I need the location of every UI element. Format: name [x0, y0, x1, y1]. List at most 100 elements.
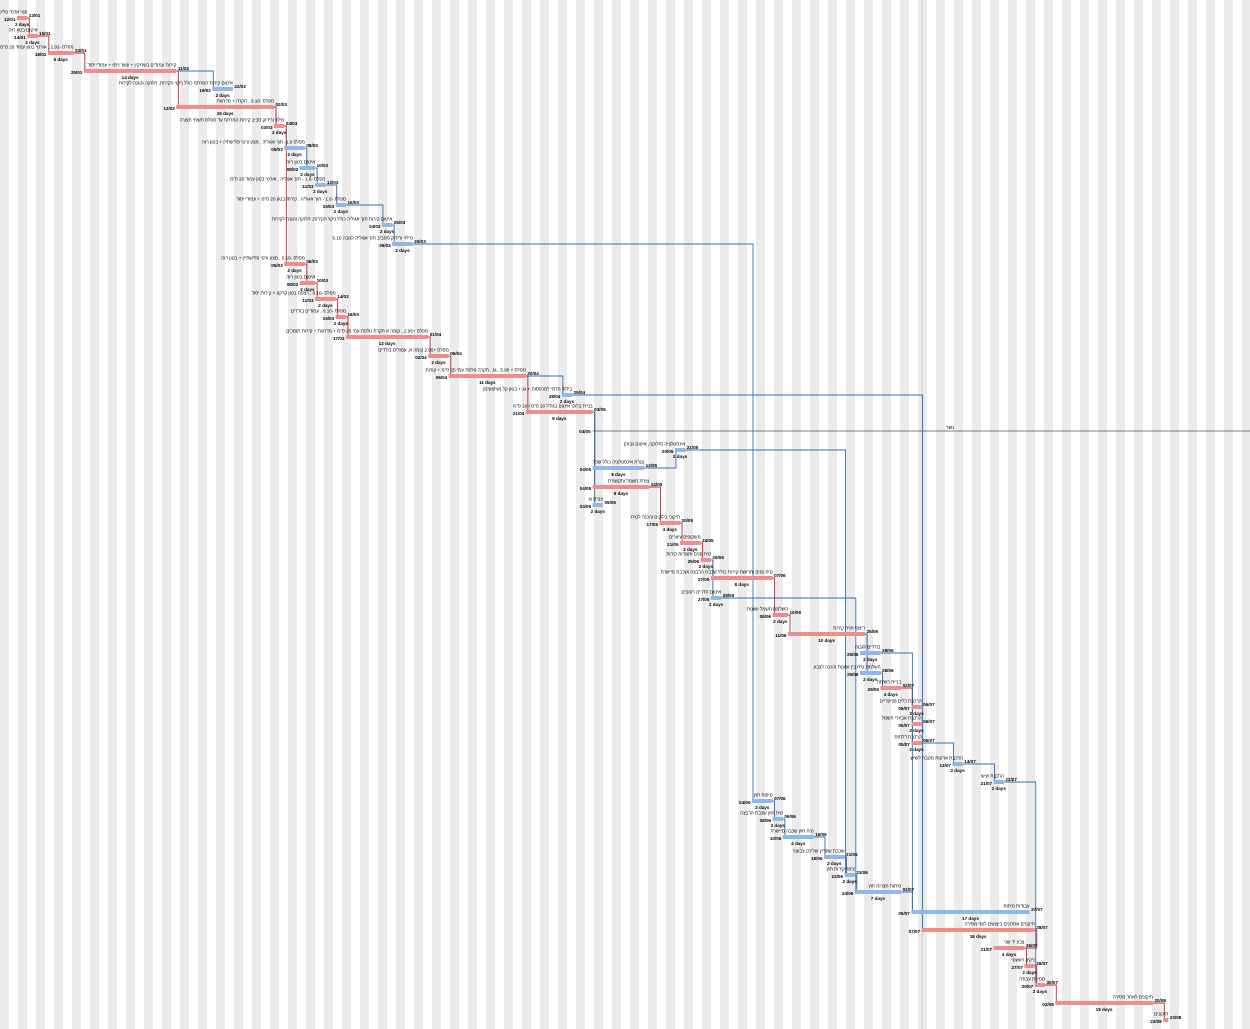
- task-bar[interactable]: [993, 946, 1025, 950]
- task-bar[interactable]: [911, 722, 922, 726]
- task-22[interactable]: אינסטלציה (חלוקה, איטום גבוה) 20/05 21/05 2…: [624, 442, 699, 460]
- task-46[interactable]: פיתוח חצרות חוץ 24/06 02/07 7 days: [842, 884, 915, 902]
- task-bar[interactable]: [47, 51, 74, 55]
- task-bar[interactable]: [680, 541, 701, 545]
- task-bar[interactable]: [844, 873, 855, 877]
- task-bar[interactable]: [592, 466, 645, 470]
- task-42[interactable]: טיח חוץ שכבת הרבצה 08/06 09/06 2 days: [740, 811, 796, 829]
- task-21[interactable]: בניית בלוקי איטום בגודל 20 ס"מ ו 10 ס"מ 2…: [513, 404, 606, 422]
- task-bar[interactable]: [17, 16, 28, 20]
- task-20[interactable]: בידוד תרמי למרפסות + גג + בטון קל (שיפוע…: [483, 387, 586, 405]
- task-bar[interactable]: [315, 297, 336, 301]
- task-bar[interactable]: [752, 799, 773, 803]
- task-bar[interactable]: [921, 928, 1035, 932]
- task-1[interactable]: איטום בטון רזה 14/01 15/01 2 days: [9, 28, 51, 46]
- task-bar[interactable]: [335, 315, 346, 319]
- task-bar[interactable]: [1034, 983, 1045, 987]
- task-bar[interactable]: [911, 705, 922, 709]
- task-bar[interactable]: [381, 223, 393, 227]
- task-bar[interactable]: [880, 686, 902, 690]
- task-bar[interactable]: [710, 596, 722, 600]
- task-bar[interactable]: [823, 855, 845, 859]
- task-bar[interactable]: [1024, 964, 1035, 968]
- task-bar[interactable]: [659, 521, 681, 525]
- task-bar[interactable]: [345, 335, 429, 339]
- task-10[interactable]: מפלס -1.6 - תוך אגוליה , קירות בטון 20 ס…: [236, 197, 359, 215]
- task-bar[interactable]: [212, 87, 233, 91]
- task-2[interactable]: מפלס -2.92 , אורטי בטון עמוד 20 ס"מ 18/01…: [0, 45, 87, 63]
- task-35[interactable]: בניית רשימה 29/06 02/07 4 days: [868, 680, 915, 698]
- task-36[interactable]: הרכבת כלים סניטריים 05/07 06/07 2 days: [880, 699, 935, 717]
- task-45[interactable]: ציפוי קירות חוץ 22/06 23/06 2 days: [826, 867, 868, 885]
- task-6[interactable]: מילוי ורידוק סביב קירות המרתף עד מפלס תש…: [179, 118, 297, 136]
- task-43[interactable]: טיח חוץ שכבה מיישרת 10/06 15/06 4 days: [770, 829, 827, 847]
- task-14[interactable]: איטום בטון רזה 08/03 10/032 days: [286, 275, 328, 293]
- task-bar[interactable]: [710, 576, 773, 580]
- task-bar[interactable]: [525, 410, 593, 414]
- task-bar[interactable]: [674, 448, 686, 452]
- task-11[interactable]: איטום קירות תוך אגוליה כולל ניקוי הקירות…: [272, 217, 406, 235]
- task-bar[interactable]: [952, 762, 963, 766]
- task-bar[interactable]: [83, 69, 177, 73]
- task-bar[interactable]: [788, 632, 866, 636]
- task-bar[interactable]: [911, 741, 922, 745]
- task-bar[interactable]: [993, 780, 1004, 784]
- task-bar[interactable]: [274, 124, 285, 128]
- task-33[interactable]: בודדים לגבוה 25/06 28/06 2 days: [847, 645, 894, 663]
- task-40[interactable]: הרכבת שיש 21/07 22/07 2 days: [981, 774, 1018, 792]
- task-50[interactable]: ניקיון ראשוני 27/07 28/07 2 days: [1011, 958, 1048, 976]
- task-24[interactable]: צנרת חשמל ותקשורת 04/05 14/05 9 days: [580, 479, 663, 497]
- task-34[interactable]: השלמת טיח בין ושונות והכנה לצבע 25/06 28/0…: [814, 665, 894, 683]
- task-bar[interactable]: [176, 105, 274, 109]
- task-25[interactable]: צנרת גז 04/05 05/05 2 days: [580, 497, 617, 515]
- task-bar[interactable]: [592, 485, 650, 489]
- task-28[interactable]: טיח פנים וחגורות קירות 25/05 26/05 2 days: [666, 552, 724, 570]
- task-bar[interactable]: [782, 835, 814, 839]
- task-bar[interactable]: [854, 890, 902, 894]
- task-9[interactable]: מפלס -1.6 - תוך אגוליה , אורטי בטון עמוד…: [230, 177, 339, 195]
- task-bar[interactable]: [1055, 1001, 1153, 1005]
- task-bar[interactable]: [700, 558, 711, 562]
- task-47[interactable]: עבודות פיתוח 05/07 27/07 17 days: [898, 904, 1043, 922]
- task-bar[interactable]: [859, 671, 881, 675]
- task-8[interactable]: איטום בטון רזה 08/03 10/032 days: [286, 160, 328, 178]
- task-bar[interactable]: [561, 393, 573, 397]
- task-bar[interactable]: [284, 146, 305, 150]
- task-48[interactable]: תיקונים אחרונים ביצועים לפני מסירה 07/07 2…: [909, 922, 1049, 940]
- task-52[interactable]: תיקונים לאחר מסירה 02/08 20/08 15 days: [1042, 995, 1166, 1013]
- task-5[interactable]: מפלס -0.10 , תקרה + מדרגות 12/02 02/03 15 d…: [163, 99, 287, 117]
- task-bar[interactable]: [299, 281, 316, 285]
- task-49[interactable]: צבע יד שני 21/07 26/07 4 days: [981, 940, 1038, 958]
- task-bar[interactable]: [592, 503, 603, 507]
- task-44[interactable]: שכבת שפריץ שליכט צבעוני 18/06 21/06 2 days: [793, 849, 858, 867]
- task-bar[interactable]: [284, 262, 305, 266]
- task-bar[interactable]: [27, 34, 38, 38]
- task-19[interactable]: מפלס + 5.95 , גג , תקרה טלפת עמי 25 ס"מ …: [425, 368, 539, 386]
- task-39[interactable]: הרכבת ארונות מטבח לשיש 13/07 14/07 2 days: [910, 756, 976, 774]
- task-38[interactable]: הרכבת דלתות 05/07 06/07 2 days: [894, 735, 935, 753]
- task-29[interactable]: טיח פנים וחרושת קירות כולל שכבת הרבצה וש…: [661, 570, 786, 588]
- task-32[interactable]: ריצוף וטיח קירות 11/06 25/06 10 days: [775, 626, 878, 644]
- task-4[interactable]: איטום קירות המרתף כולל ניקוי הקירות, חלו…: [119, 81, 247, 99]
- task-31[interactable]: השלמת חשמל ושונות 08/06 10/062 days: [747, 607, 802, 625]
- task-0[interactable]: פנוי אדמי פלישתיין + בטון 12/01 13/01 2 day…: [0, 10, 41, 28]
- task-bar[interactable]: [299, 166, 316, 170]
- task-37[interactable]: הרכבת אביזרי חשמל 05/07 06/07 2 days: [882, 716, 935, 734]
- task-bar[interactable]: [859, 651, 881, 655]
- task-bar[interactable]: [1163, 1018, 1169, 1022]
- task-bar[interactable]: [772, 817, 783, 821]
- task-bar[interactable]: [428, 354, 449, 358]
- task-15[interactable]: מפלס -0.10 , רצפת בטון קרקע + קירות יסוד…: [252, 291, 350, 309]
- task-27[interactable]: משקופים עיוורים 21/05 24/05 2 days: [667, 535, 714, 553]
- task-bar[interactable]: [448, 374, 526, 378]
- task-bar[interactable]: [911, 910, 1030, 914]
- task-18[interactable]: מפלס +2.95 קומה א, עמודים בודדים 02/04 05/…: [378, 348, 462, 366]
- task-bar[interactable]: [315, 183, 326, 187]
- task-30[interactable]: איטום חדרים רטובים 27/05 28/05 2 days: [681, 590, 734, 608]
- task-12[interactable]: מילוי ורידוק מסביב תוך אגוליה לגובה 0.10…: [333, 236, 427, 254]
- task-3[interactable]: קירות עמודים בשרוקין + עשר ניסו + עמודי …: [71, 63, 190, 81]
- task-bar[interactable]: [335, 203, 346, 207]
- task-bar[interactable]: [392, 242, 413, 246]
- task-7[interactable]: מפלס 1.6- תוך אגוליה , מצע ורטי פלישתיין…: [202, 140, 318, 158]
